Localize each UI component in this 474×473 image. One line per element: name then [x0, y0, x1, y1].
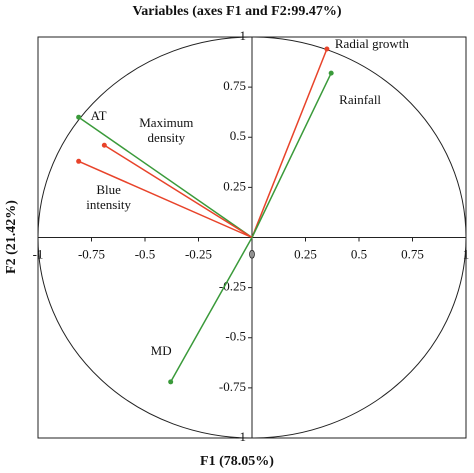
y-axis-label: F2 (21.42%) [4, 200, 19, 274]
vector-label: AT [91, 108, 107, 123]
vector-tip [101, 142, 107, 148]
vector [103, 144, 253, 239]
vector-tip [76, 114, 82, 120]
x-tick-label: 0.5 [351, 246, 367, 261]
vector [78, 160, 253, 239]
x-tick-label: 0.75 [401, 246, 424, 261]
x-tick-label: 0 [249, 246, 256, 261]
y-tick-label: 0.5 [230, 128, 246, 143]
vector-label-box: Blue intensity [86, 182, 132, 213]
vector-label: Rainfall [339, 92, 381, 107]
y-tick-label: -0.5 [225, 329, 246, 344]
y-tick-label: -0.75 [219, 379, 246, 394]
vector [251, 48, 328, 238]
vector-tip [328, 70, 334, 76]
vector-tip [324, 46, 330, 52]
x-tick-label: -0.25 [185, 246, 212, 261]
y-tick-label: 0.75 [223, 78, 246, 93]
x-tick-label: 0.25 [294, 246, 317, 261]
vector [78, 116, 253, 239]
y-tick-label: -1 [235, 429, 246, 444]
vector-label: Maximum density [139, 115, 194, 146]
x-tick-label: -0.5 [135, 246, 156, 261]
vector-tip [168, 379, 174, 385]
x-axis-label: F1 (78.05%) [200, 454, 274, 469]
chart-title: Variables (axes F1 and F2:99.47%) [132, 4, 341, 19]
vector-label: MD [151, 343, 172, 358]
vector [170, 237, 253, 383]
vector-label: Radial growth [335, 36, 410, 51]
y-tick-label: 0.25 [223, 178, 246, 193]
x-tick-label: 1 [463, 246, 470, 261]
vector [251, 72, 332, 238]
vector-label: Blue intensity [86, 182, 132, 213]
y-tick-label: -0.25 [219, 279, 246, 294]
x-tick-label: -1 [33, 246, 44, 261]
x-tick-label: -0.75 [78, 246, 105, 261]
vector-label-box: Maximum density [139, 115, 194, 146]
y-tick-label: 1 [240, 28, 247, 43]
vector-tip [76, 158, 82, 164]
